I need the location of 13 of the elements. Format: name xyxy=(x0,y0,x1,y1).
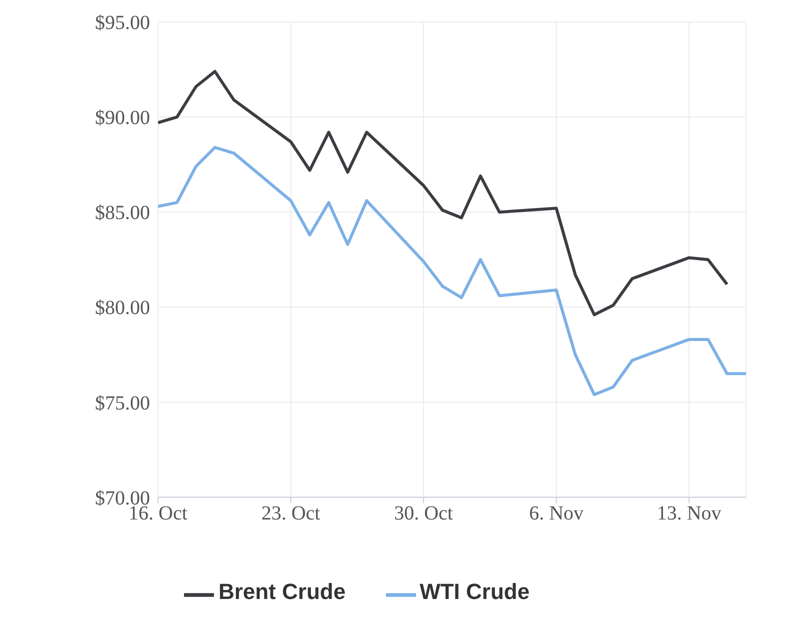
x-tick-label: 13. Nov xyxy=(656,502,722,524)
y-tick-label: $80.00 xyxy=(95,297,150,320)
legend-label: Brent Crude xyxy=(218,579,346,604)
x-tick-label: 6. Nov xyxy=(529,502,584,524)
x-tick-label: 23. Oct xyxy=(261,502,321,524)
y-tick-label: $85.00 xyxy=(95,202,150,224)
legend-label: WTI Crude xyxy=(420,579,530,604)
line-series xyxy=(158,146,746,396)
y-tick-label: $75.00 xyxy=(95,392,150,414)
line-series xyxy=(158,70,729,316)
x-tick-label: 30. Oct xyxy=(394,502,454,524)
y-tick-label: $95.00 xyxy=(95,12,150,34)
y-tick-label: $90.00 xyxy=(95,107,150,130)
